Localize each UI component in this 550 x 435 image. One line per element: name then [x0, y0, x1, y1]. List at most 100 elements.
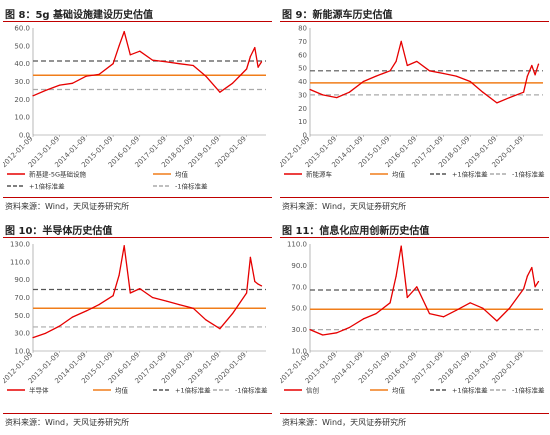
data-point [178, 63, 180, 65]
chart-title: 图 9：新能源车历史估值 [282, 10, 393, 21]
data-point [112, 295, 114, 297]
legend-label: -1倍标准差 [512, 170, 545, 179]
data-point [534, 74, 536, 76]
data-point [428, 70, 431, 72]
y-tick-label: 0.0 [19, 132, 30, 140]
data-point [534, 286, 536, 288]
series-line [309, 40, 540, 104]
legend-label: 新基建-5G基础设施 [29, 170, 87, 179]
legend-label: 均值 [392, 170, 406, 179]
data-point [400, 40, 402, 42]
data-point [254, 280, 256, 283]
data-point [118, 274, 120, 276]
data-point [118, 45, 120, 47]
data-point [416, 286, 418, 288]
data-point [496, 320, 498, 322]
y-tick-label: 30.0 [291, 326, 307, 334]
y-tick-label: 70.0 [291, 283, 307, 291]
data-point [254, 47, 256, 49]
data-point [165, 61, 168, 63]
y-tick-label: 50 [298, 65, 307, 73]
data-point [309, 329, 311, 331]
chart-title: 图 11：信息化应用创新历史估值 [282, 226, 430, 237]
y-tick-label: 10.0 [291, 348, 307, 356]
panel-fig9: 图 9：新能源车历史估值 0 10 20 30 40 50 60 70 80 2012-01-09… [280, 4, 549, 218]
data-point [85, 75, 88, 77]
data-point [442, 72, 445, 75]
data-point [537, 280, 540, 283]
legend-label: +1倍标准差 [452, 386, 488, 395]
data-point [508, 96, 511, 99]
chart-svg: 010203040506070802012-01-092013-01-09201… [280, 25, 545, 179]
chart-svg: 10.030.050.070.090.0110.02012-01-092013-… [280, 241, 545, 395]
data-point [192, 307, 194, 309]
legend-label: -1倍标准差 [175, 182, 208, 191]
title-rule [3, 237, 272, 238]
data-point [526, 275, 528, 277]
chart-svg: 0.010.020.030.040.050.060.02012-01-09201… [3, 25, 266, 191]
data-point [531, 64, 533, 67]
y-tick-label: 30 [298, 91, 307, 99]
data-point [219, 328, 221, 330]
data-point [231, 312, 234, 315]
data-point [245, 292, 248, 294]
data-point [139, 50, 141, 52]
y-tick-label: 50.0 [14, 42, 30, 50]
source-note: 资料来源：Wind，天风证券研究所 [282, 418, 407, 427]
chart-title: 图 8：5g 基础设施建设历史估值 [5, 10, 154, 21]
y-tick-label: 60.0 [14, 25, 30, 33]
data-point [219, 91, 221, 93]
legend-label: +1倍标准差 [29, 182, 65, 191]
data-point [45, 332, 47, 334]
y-tick-label: 50.0 [291, 305, 307, 313]
data-point [257, 66, 259, 68]
y-tick-label: 40.0 [14, 60, 30, 68]
data-point [482, 91, 484, 93]
data-point [123, 30, 125, 33]
data-point [531, 266, 533, 269]
y-tick-label: 130.0 [10, 241, 30, 249]
data-point [375, 75, 377, 77]
chart-svg: 10.030.050.070.090.0110.0130.02012-01-09… [3, 241, 268, 395]
data-point [389, 302, 391, 304]
data-point [336, 332, 338, 334]
data-point [205, 75, 207, 77]
source-note: 资料来源：Wind，天风证券研究所 [282, 202, 407, 211]
data-point [395, 60, 397, 63]
y-tick-label: 110.0 [10, 258, 30, 266]
data-point [71, 316, 73, 318]
title-rule [3, 21, 272, 22]
y-tick-label: 40 [298, 78, 307, 86]
y-tick-label: 0 [303, 132, 307, 140]
data-point [522, 288, 525, 290]
data-point [192, 64, 194, 67]
data-point [322, 334, 324, 336]
data-point [249, 256, 251, 258]
title-rule [280, 21, 549, 22]
y-tick-label: 30.0 [14, 330, 30, 338]
chart-title: 图 10：半导体历史估值 [5, 226, 113, 237]
y-tick-label: 10.0 [14, 114, 30, 122]
data-point [260, 285, 263, 287]
legend-label: 半导体 [29, 386, 49, 395]
legend-label: -1倍标准差 [235, 386, 268, 395]
data-point [469, 80, 471, 83]
data-point [165, 300, 168, 302]
y-tick-label: 90.0 [14, 276, 30, 284]
data-point [526, 75, 528, 77]
data-point [537, 63, 540, 65]
data-point [496, 102, 498, 104]
data-point [362, 318, 365, 320]
legend-label: 均值 [175, 170, 189, 179]
data-point [178, 304, 180, 306]
y-tick-label: 20.0 [14, 96, 30, 104]
legend-label: 新能源车 [306, 170, 333, 179]
data-point [71, 82, 73, 84]
data-point [389, 70, 391, 72]
source-rule [3, 197, 272, 198]
data-point [442, 316, 445, 318]
y-tick-label: 70 [298, 38, 307, 46]
legend-label: 信创 [306, 386, 319, 395]
data-point [416, 60, 418, 63]
